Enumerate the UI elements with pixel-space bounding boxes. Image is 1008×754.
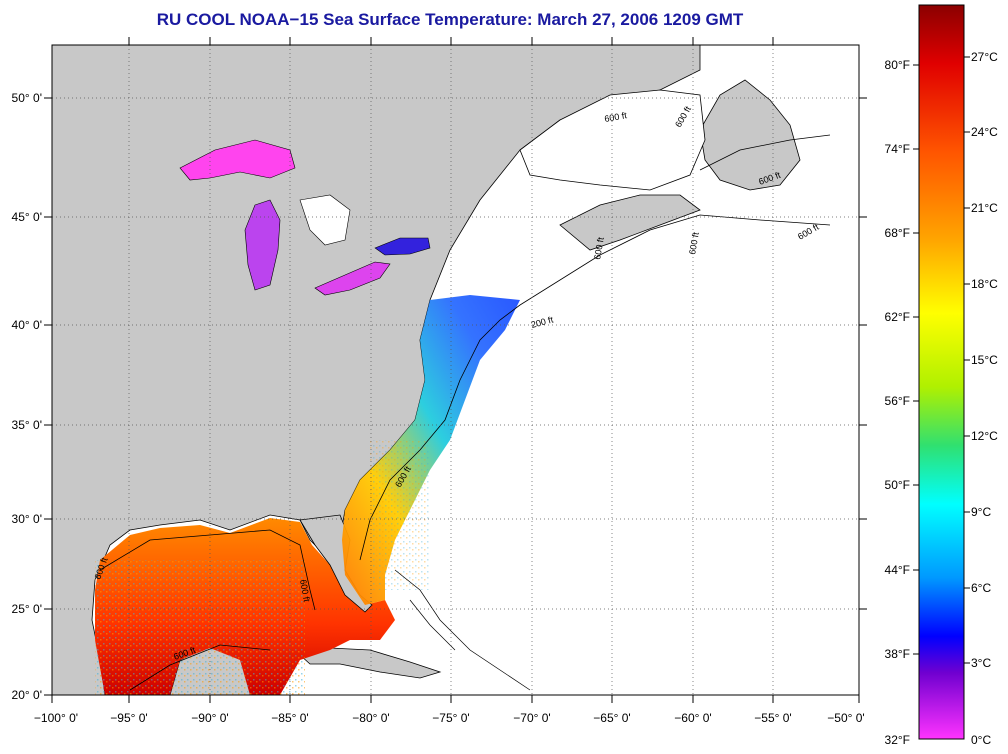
celsius-label: 0°C	[971, 733, 991, 747]
lon-label: −85° 0'	[271, 711, 308, 725]
atlantic-speckle	[370, 440, 430, 590]
lat-label: 50° 0'	[12, 91, 42, 105]
lat-label: 40° 0'	[12, 318, 42, 332]
depth-contour-600ft	[99, 134, 831, 691]
gulf-speckle	[95, 560, 305, 695]
lon-label: −60° 0'	[674, 711, 711, 725]
lat-label: 30° 0'	[12, 512, 42, 526]
map-title: RU COOL NOAA−15 Sea Surface Temperature:…	[156, 10, 744, 29]
lon-label: −80° 0'	[352, 711, 389, 725]
lat-label: 25° 0'	[12, 602, 42, 616]
celsius-label: 9°C	[971, 505, 991, 519]
lon-label: −95° 0'	[110, 711, 147, 725]
celsius-label: 21°C	[971, 201, 998, 215]
fahrenheit-label: 56°F	[885, 394, 910, 408]
newfoundland-land	[699, 79, 801, 191]
lake-erie-sst	[314, 261, 391, 296]
fahrenheit-label: 44°F	[885, 563, 910, 577]
celsius-label: 18°C	[971, 277, 998, 291]
nova-scotia-land	[559, 194, 701, 251]
lon-label: −90° 0'	[191, 711, 228, 725]
contour-label: 600 ft	[592, 236, 606, 260]
bahamas-outline	[394, 569, 531, 691]
fahrenheit-label: 32°F	[885, 733, 910, 747]
lon-label: −50° 0'	[827, 711, 864, 725]
lake-michigan-sst	[244, 199, 281, 291]
gulf-st-lawrence	[519, 89, 706, 191]
lake-ontario-sst	[374, 237, 431, 256]
lat-label: 35° 0'	[12, 418, 42, 432]
celsius-label: 27°C	[971, 50, 998, 64]
celsius-label: 3°C	[971, 656, 991, 670]
fahrenheit-label: 62°F	[885, 310, 910, 324]
lat-label: 20° 0'	[12, 688, 42, 702]
fahrenheit-label: 50°F	[885, 478, 910, 492]
fahrenheit-label: 80°F	[885, 58, 910, 72]
fahrenheit-label: 74°F	[885, 142, 910, 156]
lat-label: 45° 0'	[12, 210, 42, 224]
cuba-land	[299, 647, 442, 679]
contour-label: 600 ft	[298, 579, 312, 603]
contour-label: 600 ft	[687, 231, 701, 255]
colorbar-gradient	[918, 4, 965, 740]
lake-superior-sst	[179, 139, 296, 181]
lon-label: −65° 0'	[593, 711, 630, 725]
colorbar: 80°F 74°F 68°F 62°F 56°F 50°F 44°F 38°F …	[885, 4, 998, 747]
axis-ticks	[44, 37, 867, 703]
celsius-label: 15°C	[971, 353, 998, 367]
fahrenheit-label: 38°F	[885, 647, 910, 661]
lake-huron	[299, 194, 351, 246]
lon-label: −75° 0'	[432, 711, 469, 725]
contour-label: 600 ft	[604, 110, 628, 124]
celsius-label: 24°C	[971, 125, 998, 139]
lon-label: −55° 0'	[754, 711, 791, 725]
celsius-label: 6°C	[971, 581, 991, 595]
map-frame	[51, 44, 860, 696]
lon-label: −100° 0'	[34, 711, 78, 725]
graticule	[52, 45, 859, 695]
fahrenheit-label: 68°F	[885, 226, 910, 240]
celsius-label: 12°C	[971, 429, 998, 443]
lon-label: −70° 0'	[513, 711, 550, 725]
